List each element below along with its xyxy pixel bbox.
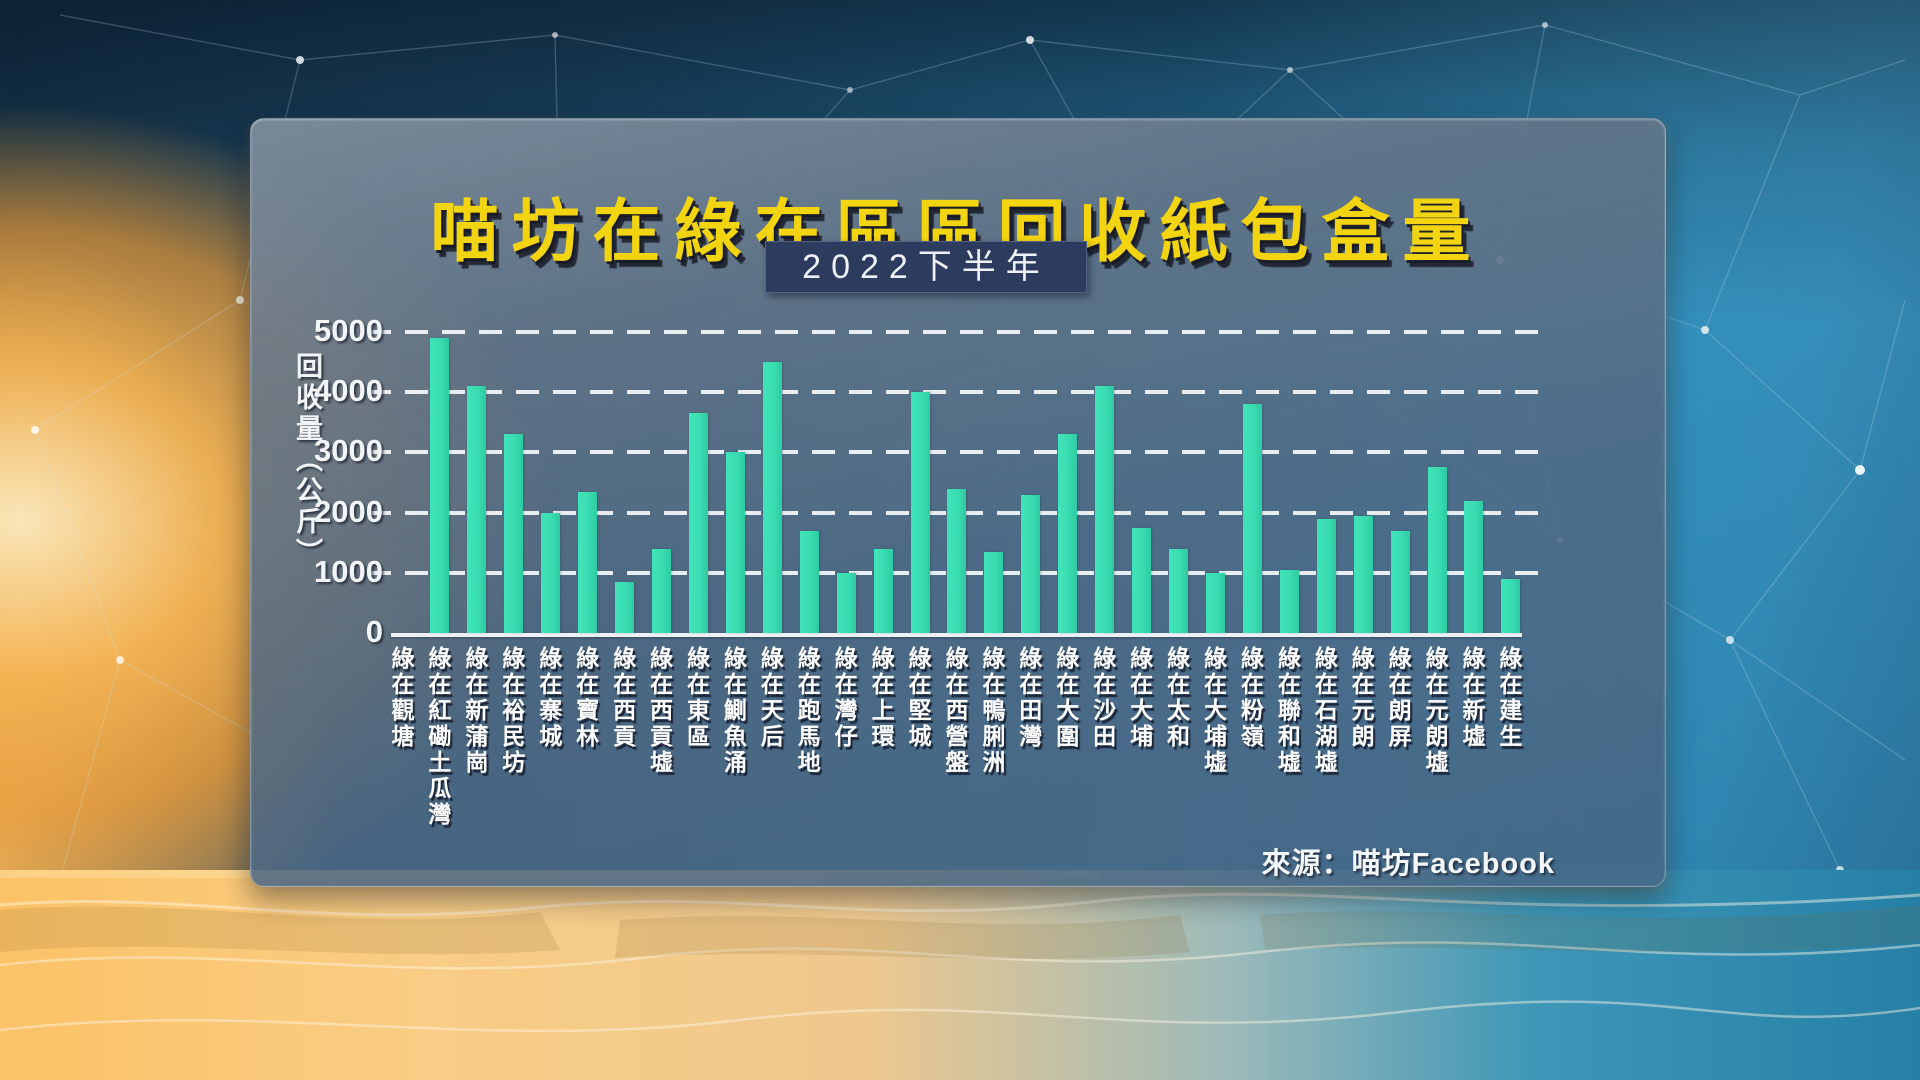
y-tick-label: 0 (365, 614, 383, 649)
bar (910, 392, 930, 633)
x-axis-label: 綠在朗屏 (1385, 646, 1412, 750)
x-axis-label: 綠在跑馬地 (794, 646, 821, 776)
y-tick-label: 3000 (314, 433, 383, 469)
x-axis-label: 綠在寶林 (572, 646, 599, 750)
bar (799, 531, 819, 633)
bar (1279, 570, 1299, 633)
bar (762, 362, 782, 633)
x-axis-baseline (391, 633, 1522, 637)
bar (1353, 516, 1373, 633)
source-credit: 來源：喵坊Facebook (1261, 848, 1555, 880)
x-axis-label: 綠在粉嶺 (1237, 646, 1264, 750)
bar (615, 582, 635, 633)
bar (652, 549, 671, 633)
x-axis-label: 綠在大埔墟 (1200, 646, 1227, 776)
x-axis-label: 綠在灣仔 (831, 646, 858, 750)
x-axis-label: 綠在沙田 (1089, 646, 1116, 750)
grid-line (368, 390, 1546, 395)
x-axis-label: 綠在鴨脷洲 (978, 646, 1005, 776)
bar (467, 386, 487, 633)
x-axis-label: 綠在鰂魚涌 (720, 646, 747, 776)
bar (541, 513, 561, 633)
bar (1242, 404, 1262, 633)
bar (688, 413, 708, 633)
bar (504, 434, 524, 633)
x-axis-label: 綠在太和 (1163, 646, 1190, 750)
x-axis-label: 綠在上環 (868, 646, 895, 750)
x-axis-label: 綠在石湖墟 (1311, 646, 1338, 776)
x-axis-label: 綠在天后 (757, 646, 784, 750)
y-axis-title: 回收量（公斤） (292, 352, 322, 569)
bar (836, 573, 856, 633)
x-axis-label: 綠在紅磡土瓜灣 (424, 646, 451, 828)
bar (1021, 495, 1041, 633)
bar (1390, 531, 1410, 633)
x-axis-label: 綠在裕民坊 (498, 646, 525, 776)
x-axis-label: 綠在新墟 (1458, 646, 1485, 750)
bar (1427, 467, 1447, 633)
x-axis-label: 綠在東區 (683, 646, 710, 750)
grid-line (368, 330, 1546, 334)
bar (430, 338, 450, 633)
bar (1205, 573, 1225, 633)
x-axis-label: 綠在元朗 (1348, 646, 1375, 750)
x-axis-label: 綠在西營盤 (941, 646, 968, 776)
x-axis-label: 綠在建生 (1495, 646, 1522, 750)
bar (873, 549, 893, 633)
x-axis-label: 綠在大埔 (1126, 646, 1153, 750)
bar (1132, 528, 1152, 633)
x-axis-label: 綠在寨城 (535, 646, 562, 750)
x-axis-label: 綠在聯和墟 (1274, 646, 1301, 776)
bar (1169, 549, 1189, 633)
y-tick-label: 4000 (314, 373, 383, 409)
bar (984, 552, 1004, 633)
bottom-waves-decoration (0, 870, 1920, 1080)
x-axis-label: 綠在田灣 (1015, 646, 1042, 750)
bar (1095, 386, 1115, 633)
chart-subtitle: 2022下半年 (765, 241, 1087, 293)
x-axis-label: 綠在元朗墟 (1422, 646, 1449, 776)
x-axis-label: 綠在西貢墟 (646, 646, 673, 776)
x-axis-label: 綠在觀塘 (388, 646, 414, 750)
bar (1316, 519, 1336, 633)
x-axis-label: 綠在西貢 (609, 646, 636, 750)
bar (578, 492, 598, 633)
y-tick-label: 1000 (314, 553, 383, 589)
y-tick-label: 2000 (314, 493, 383, 529)
bar (947, 489, 967, 633)
x-axis-label: 綠在大圍 (1052, 646, 1079, 750)
bar (1501, 579, 1521, 633)
x-axis-label: 綠在堅城 (905, 646, 932, 750)
y-tick-label: 5000 (314, 313, 383, 348)
bar (725, 452, 745, 633)
bar (1058, 434, 1078, 633)
bar (1464, 501, 1484, 633)
x-axis-label: 綠在新蒲崗 (461, 646, 488, 776)
grid-line (368, 450, 1546, 455)
